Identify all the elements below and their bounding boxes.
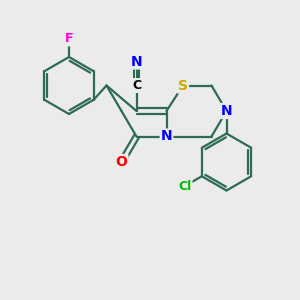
Text: N: N (131, 55, 142, 68)
Text: S: S (178, 79, 188, 92)
Text: F: F (65, 32, 73, 46)
Text: C: C (132, 79, 141, 92)
Text: O: O (116, 155, 128, 169)
Text: N: N (161, 130, 172, 143)
Text: Cl: Cl (178, 179, 192, 193)
Text: N: N (221, 104, 232, 118)
